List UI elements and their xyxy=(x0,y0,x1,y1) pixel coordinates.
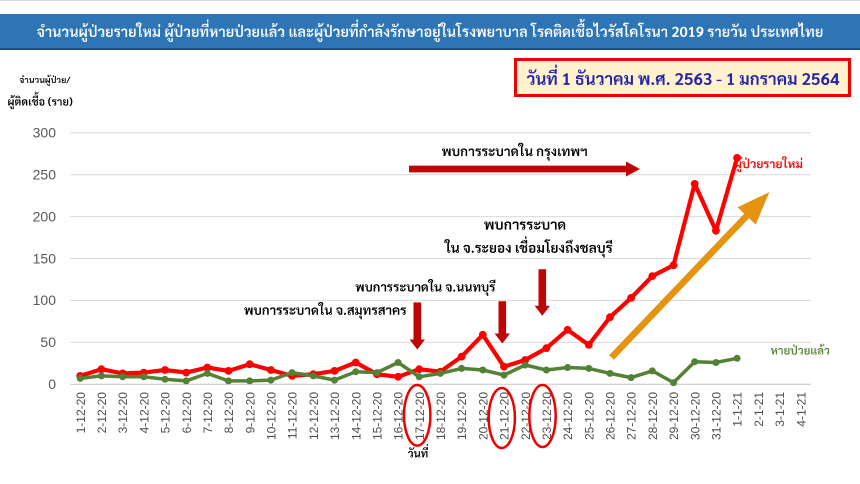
svg-text:19-12-20: 19-12-20 xyxy=(455,392,469,440)
svg-text:4-12-20: 4-12-20 xyxy=(137,392,151,434)
svg-text:250: 250 xyxy=(33,167,57,183)
svg-text:300: 300 xyxy=(33,125,57,141)
svg-text:3-12-20: 3-12-20 xyxy=(116,392,130,434)
svg-text:2-1-21: 2-1-21 xyxy=(752,392,766,427)
svg-text:18-12-20: 18-12-20 xyxy=(434,392,448,440)
svg-text:4-1-21: 4-1-21 xyxy=(794,392,808,427)
svg-text:6-12-20: 6-12-20 xyxy=(180,392,194,434)
svg-text:24-12-20: 24-12-20 xyxy=(561,392,575,440)
svg-text:1-12-20: 1-12-20 xyxy=(74,392,88,434)
svg-text:200: 200 xyxy=(33,208,57,224)
svg-text:7-12-20: 7-12-20 xyxy=(201,392,215,434)
svg-text:150: 150 xyxy=(33,250,57,266)
svg-text:31-12-20: 31-12-20 xyxy=(710,392,724,440)
svg-text:26-12-20: 26-12-20 xyxy=(604,392,618,440)
svg-text:12-12-20: 12-12-20 xyxy=(307,392,321,440)
svg-text:28-12-20: 28-12-20 xyxy=(646,392,660,440)
svg-text:30-12-20: 30-12-20 xyxy=(688,392,702,440)
svg-text:17-12-20: 17-12-20 xyxy=(413,392,427,440)
svg-text:13-12-20: 13-12-20 xyxy=(328,392,342,440)
svg-text:5-12-20: 5-12-20 xyxy=(159,392,173,434)
svg-text:20-12-20: 20-12-20 xyxy=(476,392,490,440)
svg-text:0: 0 xyxy=(48,376,56,392)
svg-text:2-12-20: 2-12-20 xyxy=(95,392,109,434)
svg-text:9-12-20: 9-12-20 xyxy=(243,392,257,434)
svg-text:25-12-20: 25-12-20 xyxy=(582,392,596,440)
svg-text:27-12-20: 27-12-20 xyxy=(625,392,639,440)
svg-text:50: 50 xyxy=(40,334,56,350)
svg-text:21-12-20: 21-12-20 xyxy=(498,392,512,440)
svg-text:1-1-21: 1-1-21 xyxy=(731,392,745,427)
svg-text:14-12-20: 14-12-20 xyxy=(349,392,363,440)
svg-text:10-12-20: 10-12-20 xyxy=(265,392,279,440)
svg-text:100: 100 xyxy=(33,292,57,308)
svg-text:8-12-20: 8-12-20 xyxy=(222,392,236,434)
svg-text:16-12-20: 16-12-20 xyxy=(392,392,406,440)
svg-text:23-12-20: 23-12-20 xyxy=(540,392,554,440)
svg-text:3-1-21: 3-1-21 xyxy=(773,392,787,427)
svg-text:11-12-20: 11-12-20 xyxy=(286,392,300,439)
svg-text:29-12-20: 29-12-20 xyxy=(667,392,681,440)
svg-text:15-12-20: 15-12-20 xyxy=(371,392,385,440)
